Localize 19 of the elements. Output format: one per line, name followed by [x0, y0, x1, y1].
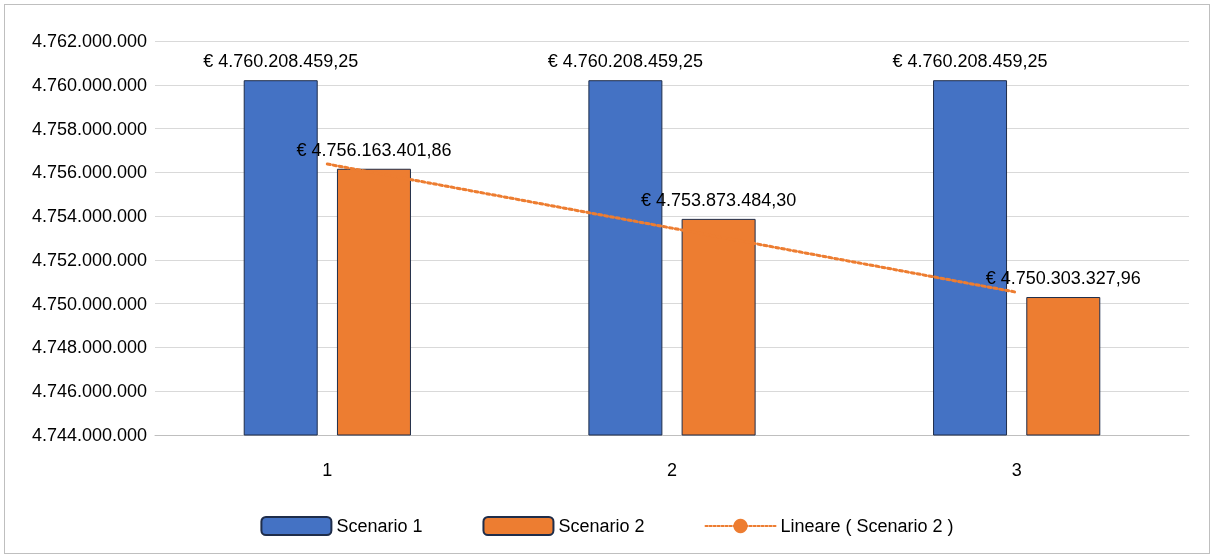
- y-tick-label: 4.752.000.000: [31, 249, 147, 270]
- y-tick-label: 4.758.000.000: [31, 118, 147, 139]
- data-label: € 4.760.208.459,25: [547, 51, 703, 72]
- legend-label: Scenario 2: [558, 516, 645, 536]
- y-tick-label: 4.756.000.000: [31, 162, 147, 183]
- y-tick-label: 4.750.000.000: [31, 293, 147, 314]
- y-tick-label: 4.744.000.000: [31, 425, 147, 445]
- x-tick-label: 2: [666, 460, 678, 480]
- y-tick-label: 4.748.000.000: [31, 337, 147, 358]
- legend-label: Scenario 1: [336, 516, 423, 536]
- y-tick-label: 4.754.000.000: [31, 206, 147, 227]
- x-tick-label: 1: [322, 460, 333, 480]
- data-label: € 4.760.208.459,25: [892, 51, 1048, 72]
- legend-label: Lineare ( Scenario 2 ): [780, 516, 954, 536]
- data-label: € 4.760.208.459,25: [203, 51, 359, 72]
- y-tick-label: 4.760.000.000: [31, 74, 147, 95]
- x-tick-label: 3: [1011, 460, 1022, 480]
- y-tick-label: 4.762.000.000: [31, 31, 147, 51]
- y-tick-label: 4.746.000.000: [31, 381, 147, 402]
